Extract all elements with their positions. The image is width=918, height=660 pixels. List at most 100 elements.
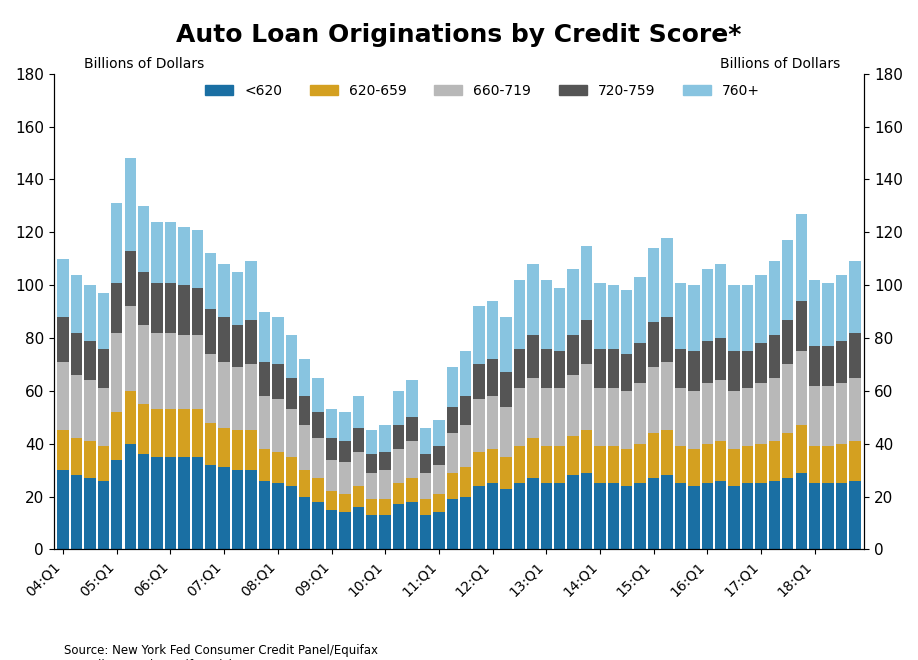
Bar (460, 351, 472, 396)
Bar (648, 433, 659, 478)
Bar (756, 383, 767, 444)
Bar (379, 499, 391, 515)
Bar (164, 409, 176, 457)
Bar (742, 446, 754, 483)
Bar (58, 430, 69, 470)
Bar (500, 372, 511, 407)
Text: Auto Loan Originations by Credit Score*: Auto Loan Originations by Credit Score* (176, 23, 742, 47)
Bar (340, 494, 351, 512)
Bar (97, 348, 109, 388)
Bar (353, 396, 364, 428)
Bar (527, 478, 539, 549)
Bar (688, 486, 700, 549)
Bar (500, 488, 511, 549)
Bar (688, 285, 700, 351)
Bar (407, 441, 418, 478)
Bar (782, 319, 793, 364)
Bar (782, 433, 793, 478)
Bar (446, 473, 458, 499)
Bar (567, 269, 578, 335)
Bar (608, 483, 619, 549)
Bar (661, 430, 673, 475)
Bar (823, 282, 834, 346)
Bar (420, 499, 431, 515)
Bar (796, 425, 807, 473)
Bar (460, 396, 472, 425)
Bar (232, 470, 243, 549)
Bar (259, 362, 270, 396)
Bar (742, 388, 754, 446)
Bar (192, 457, 203, 549)
Bar (541, 280, 552, 348)
Bar (835, 483, 847, 549)
Bar (661, 362, 673, 430)
Bar (393, 391, 404, 425)
Bar (125, 306, 136, 391)
Bar (97, 388, 109, 446)
Bar (608, 348, 619, 388)
Bar (272, 483, 284, 549)
Bar (554, 483, 565, 549)
Bar (809, 483, 821, 549)
Bar (366, 515, 377, 549)
Bar (514, 483, 525, 549)
Bar (500, 457, 511, 488)
Bar (285, 457, 297, 486)
Bar (487, 449, 498, 483)
Bar (460, 425, 472, 467)
Bar (245, 319, 257, 364)
Bar (379, 425, 391, 451)
Bar (701, 383, 713, 444)
Bar (527, 378, 539, 438)
Bar (312, 438, 324, 478)
Bar (728, 391, 740, 449)
Bar (514, 348, 525, 388)
Bar (420, 473, 431, 499)
Bar (151, 457, 162, 549)
Bar (340, 462, 351, 494)
Bar (312, 412, 324, 438)
Bar (594, 348, 606, 388)
Bar (541, 348, 552, 388)
Bar (823, 483, 834, 549)
Bar (500, 407, 511, 457)
Bar (823, 446, 834, 483)
Bar (164, 457, 176, 549)
Bar (474, 399, 485, 451)
Bar (675, 282, 686, 348)
Bar (796, 301, 807, 351)
Bar (84, 478, 95, 549)
Bar (218, 317, 230, 362)
Bar (299, 359, 310, 396)
Bar (728, 449, 740, 486)
Bar (205, 422, 217, 465)
Bar (849, 441, 860, 480)
Bar (796, 351, 807, 425)
Bar (527, 264, 539, 335)
Bar (340, 412, 351, 441)
Bar (366, 454, 377, 473)
Bar (756, 444, 767, 483)
Bar (393, 425, 404, 449)
Bar (701, 483, 713, 549)
Bar (232, 325, 243, 367)
Bar (581, 246, 592, 319)
Bar (782, 364, 793, 433)
Bar (581, 430, 592, 473)
Bar (111, 333, 122, 412)
Bar (151, 282, 162, 333)
Bar (245, 470, 257, 549)
Bar (58, 470, 69, 549)
Bar (514, 446, 525, 483)
Bar (661, 238, 673, 317)
Bar (567, 335, 578, 375)
Bar (366, 430, 377, 454)
Bar (675, 388, 686, 446)
Bar (125, 444, 136, 549)
Bar (554, 446, 565, 483)
Bar (71, 438, 83, 475)
Bar (58, 259, 69, 317)
Bar (849, 480, 860, 549)
Bar (527, 438, 539, 478)
Bar (151, 333, 162, 409)
